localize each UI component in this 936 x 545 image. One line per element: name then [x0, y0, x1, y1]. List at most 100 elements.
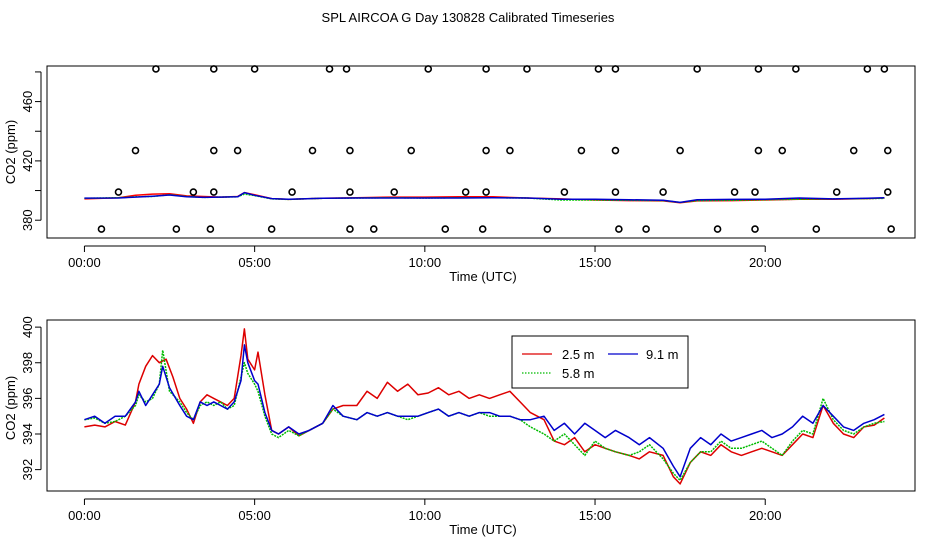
calibration-marker: [267, 225, 276, 233]
bottom-y-tick-label: 392: [20, 459, 35, 481]
legend-label-9-1m: 9.1 m: [646, 347, 679, 362]
bottom-y-tick-label: 396: [20, 388, 35, 410]
calibration-marker: [342, 65, 351, 73]
bottom-x-tick-label: 00:00: [68, 508, 101, 523]
bottom-x-tick-label: 20:00: [749, 508, 782, 523]
top-y-label: CO2 (ppm): [3, 120, 18, 184]
top-x-axis: 00:00 05:00 10:00 15:00 20:00: [68, 245, 782, 270]
calibration-marker: [390, 188, 399, 196]
calibration-marker: [189, 188, 198, 196]
calibration-marker: [713, 225, 722, 233]
calibration-marker: [288, 188, 296, 196]
calibration-marker: [209, 65, 218, 73]
bottom-x-tick-label: 10:00: [409, 508, 442, 523]
top-x-tick-label: 20:00: [749, 255, 782, 270]
calibration-marker: [152, 65, 160, 73]
calibration-marker: [812, 225, 821, 233]
calibration-marker: [778, 146, 787, 155]
calibration-marker: [792, 65, 800, 73]
calibration-marker: [233, 146, 242, 155]
top-series-group: [84, 191, 885, 204]
calibration-marker: [97, 225, 106, 233]
top-x-label: Time (UTC): [449, 269, 516, 284]
calibration-marker: [642, 225, 650, 233]
chart-title: SPL AIRCOA G Day 130828 Calibrated Times…: [322, 10, 615, 25]
calibration-marker: [754, 146, 763, 155]
calibration-marker: [730, 188, 739, 196]
calibration-marker: [325, 65, 334, 73]
bottom-plot-frame: [46, 319, 916, 492]
legend-label-5-8m: 5.8 m: [562, 366, 595, 381]
calibration-marker: [560, 188, 569, 196]
calibration-marker: [880, 65, 889, 73]
top-chart-panel: 00:00 05:00 10:00 15:00 20:00 380 420 460 Time…: [3, 65, 916, 284]
calibration-marker: [369, 225, 378, 233]
legend-box: [511, 335, 689, 389]
bottom-x-tick-label: 15:00: [579, 508, 612, 523]
calibration-marker: [849, 146, 858, 155]
calibration-marker: [506, 146, 514, 155]
calibration-marker: [754, 65, 763, 73]
calibration-marker: [523, 65, 531, 73]
calibration-marker: [577, 146, 586, 155]
bottom-y-tick-label: 400: [20, 316, 35, 338]
bottom-chart-panel: 00:00 05:00 10:00 15:00 20:00 392 394 396 398 40…: [3, 316, 916, 537]
bottom-y-tick-label: 394: [20, 423, 35, 445]
top-x-tick-label: 15:00: [579, 255, 612, 270]
calibration-marker: [206, 225, 215, 233]
top-y-tick-label: 420: [20, 150, 35, 172]
calibration-marker: [346, 225, 354, 233]
calibration-marker: [611, 65, 620, 73]
calibration-marker: [883, 146, 892, 155]
calibration-marker: [114, 188, 123, 196]
legend: 2.5 m 5.8 m 9.1 m: [511, 335, 689, 389]
calibration-marker: [478, 225, 487, 233]
top-series-line-9-1-m: [84, 191, 885, 204]
calibration-marker: [209, 146, 218, 155]
top-calibration-markers: [97, 65, 895, 233]
bottom-series-line-9-1-m: [84, 344, 885, 478]
calibration-marker: [461, 188, 470, 196]
calibration-marker: [346, 146, 354, 155]
calibration-marker: [482, 65, 490, 73]
bottom-y-tick-label: 398: [20, 352, 35, 374]
calibration-marker: [543, 225, 552, 233]
calibration-marker: [615, 225, 623, 233]
calibration-marker: [676, 146, 684, 155]
calibration-marker: [482, 188, 490, 196]
calibration-marker: [482, 146, 490, 155]
calibration-marker: [250, 65, 259, 73]
bottom-x-axis: 00:00 05:00 10:00 15:00 20:00: [68, 498, 782, 523]
calibration-marker: [407, 146, 416, 155]
calibration-marker: [659, 188, 667, 196]
top-x-tick-label: 05:00: [238, 255, 271, 270]
calibration-marker: [693, 65, 701, 73]
calibration-marker: [863, 65, 872, 73]
legend-label-2-5m: 2.5 m: [562, 347, 595, 362]
calibration-marker: [424, 65, 433, 73]
calibration-marker: [751, 225, 759, 233]
top-y-tick-label: 380: [20, 209, 35, 231]
calibration-marker: [594, 65, 603, 73]
calibration-marker: [883, 188, 892, 196]
top-plot-frame: [46, 65, 916, 239]
calibration-marker: [832, 188, 841, 196]
calibration-marker: [751, 188, 759, 196]
bottom-x-label: Time (UTC): [449, 522, 516, 537]
bottom-y-axis: 392 394 396 398 400: [20, 316, 42, 481]
bottom-y-label: CO2 (ppm): [3, 376, 18, 440]
calibration-marker: [611, 146, 620, 155]
top-x-tick-label: 10:00: [409, 255, 442, 270]
calibration-marker: [887, 225, 895, 233]
calibration-marker: [172, 225, 181, 233]
bottom-x-tick-label: 05:00: [238, 508, 271, 523]
calibration-marker: [441, 225, 450, 233]
calibration-marker: [209, 188, 218, 196]
calibration-marker: [611, 188, 620, 196]
bottom-series-group: [84, 328, 885, 485]
top-x-tick-label: 00:00: [68, 255, 101, 270]
calibration-marker: [131, 146, 140, 155]
top-y-tick-label: 460: [20, 91, 35, 113]
top-y-axis: 380 420 460: [20, 71, 42, 231]
